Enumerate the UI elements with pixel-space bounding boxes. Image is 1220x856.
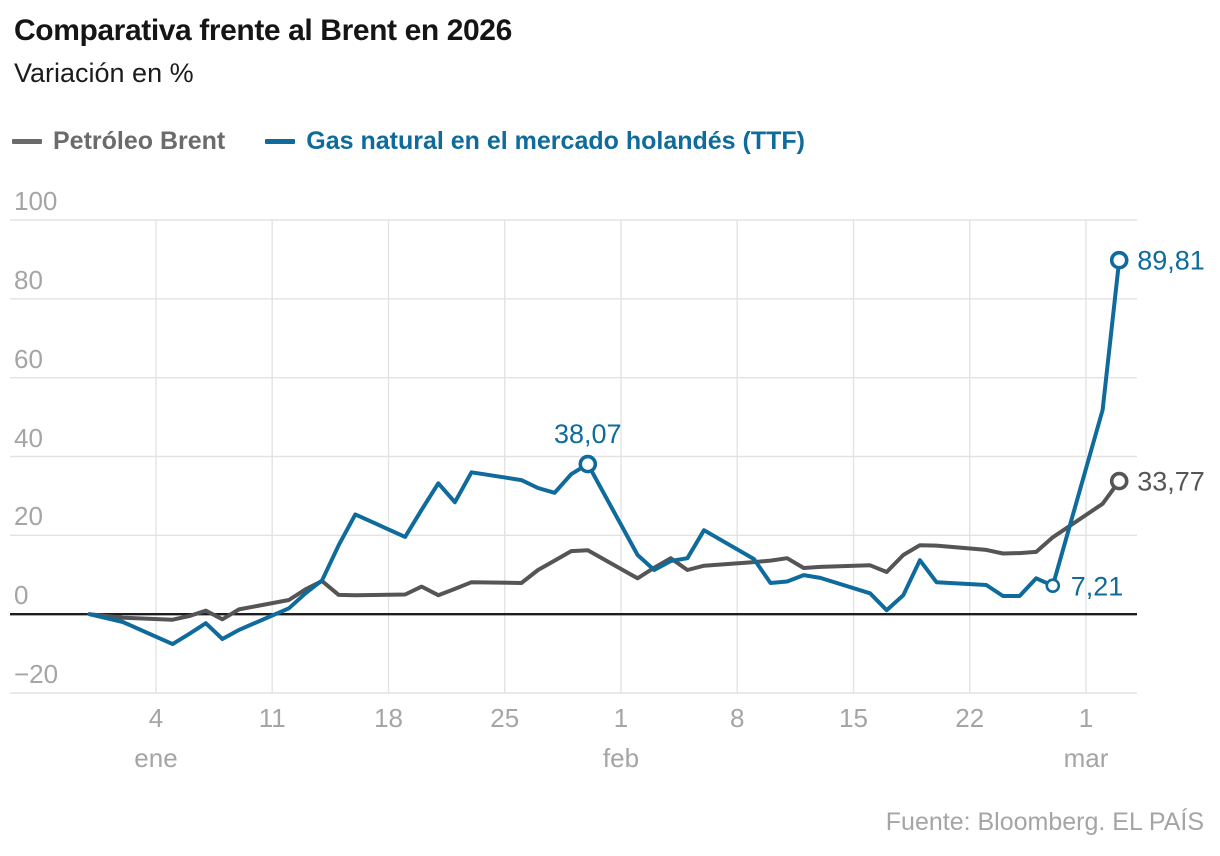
legend-label-brent: Petróleo Brent [53, 127, 226, 155]
brent-legend-dash-icon [12, 139, 42, 144]
gas-point-marker [1109, 250, 1129, 270]
source-credit: Fuente: Bloomberg. EL PAÍS [885, 808, 1204, 836]
legend-item-brent: Petróleo Brent [12, 127, 225, 156]
brent-point-marker [1109, 471, 1129, 491]
brent-line-series [87, 479, 1122, 622]
gas-legend-dash-icon [265, 139, 296, 144]
legend-item-gas: Gas natural en el mercado holandés (TTF) [265, 127, 805, 156]
gas-line-series [87, 258, 1122, 647]
gas-point-marker [578, 454, 598, 474]
page-subtitle: Variación en % [14, 58, 194, 88]
chart-legend: Petróleo Brent Gas natural en el mercado … [12, 127, 805, 156]
legend-label-gas: Gas natural en el mercado holandés (TTF) [306, 127, 805, 155]
page-title: Comparativa frente al Brent en 2026 [14, 14, 512, 47]
gas-point-marker [1045, 578, 1061, 594]
